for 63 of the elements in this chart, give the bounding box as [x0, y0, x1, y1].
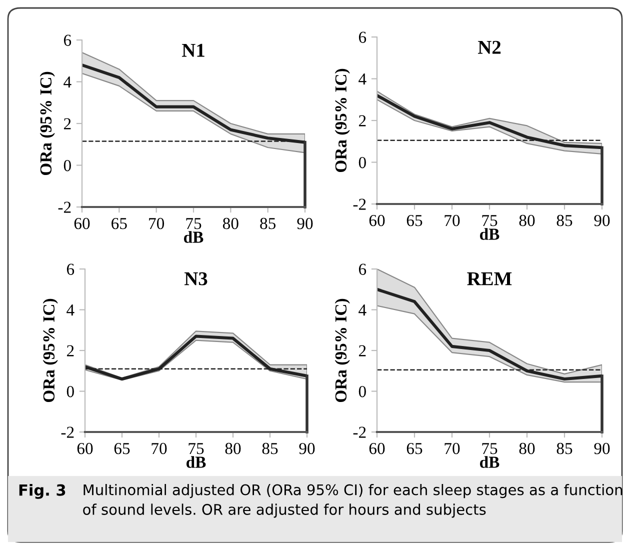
x-tick-label: 60 [74, 218, 90, 230]
y-axis-title: ORa (95% IC) [42, 298, 58, 402]
x-tick-label: 60 [369, 214, 385, 226]
x-tick-label: 75 [188, 443, 204, 454]
caption: Fig. 3 [19, 484, 66, 499]
y-tick-label: 6 [66, 264, 74, 275]
x-tick-label: 80 [519, 442, 535, 454]
y-axis-title: ORa (95% IC) [334, 68, 350, 172]
y-tick-label: 0 [66, 386, 74, 398]
x-tick-label: 80 [222, 218, 238, 230]
x-tick-label: 65 [406, 214, 422, 226]
x-tick-label: 75 [186, 218, 202, 230]
x-tick-label: 85 [262, 442, 278, 454]
x-tick-label: 80 [519, 214, 535, 226]
x-tick-label: 70 [149, 218, 164, 230]
y-tick-label: 6 [64, 34, 72, 46]
x-tick-label: 80 [225, 442, 241, 454]
x-tick-label: 90 [594, 442, 610, 454]
y-tick-label: 2 [358, 345, 366, 356]
text: Multinomial adjusted OR (ORa 95% CI) for each sleep stages as a function of sound levels. OR are adjusted for hours and subjects [83, 484, 622, 518]
y-axis-title: ORa (95% IC) [40, 72, 55, 175]
y-tick-label: 4 [64, 76, 72, 88]
x-axis-title: dB [480, 228, 500, 240]
y-tick-label: -2 [61, 426, 74, 438]
y-tick-label: -2 [58, 202, 71, 213]
y-tick-label: 2 [66, 345, 74, 356]
x-tick-label: 65 [112, 218, 127, 230]
chart-title: REM [467, 272, 512, 286]
x-tick-label: 65 [406, 442, 422, 454]
x-tick-label: 90 [299, 442, 315, 454]
x-tick-label: 90 [297, 218, 313, 230]
x-tick-label: 85 [556, 214, 572, 226]
chart-title: N2 [478, 40, 501, 54]
y-axis-title: ORa (95% IC) [334, 298, 350, 402]
x-tick-label: 70 [444, 442, 460, 454]
chart-title: N3 [184, 272, 208, 286]
y-tick-label: 6 [358, 32, 366, 43]
y-tick-label: 0 [358, 386, 366, 398]
chart-title: N1 [182, 44, 204, 57]
x-tick-label: 70 [152, 442, 167, 454]
y-tick-label: 6 [358, 264, 366, 275]
x-tick-label: 75 [482, 443, 498, 454]
y-tick-label: 2 [358, 115, 366, 126]
y-tick-label: 2 [64, 118, 71, 130]
y-tick-label: -2 [353, 426, 366, 438]
x-tick-label: 85 [556, 442, 572, 454]
x-tick-label: 75 [482, 215, 498, 226]
y-tick-label: 4 [358, 74, 366, 85]
x-tick-label: 60 [77, 442, 93, 454]
x-axis-title: dB [184, 231, 204, 243]
x-axis-title: dB [480, 456, 500, 468]
y-tick-label: 0 [358, 156, 366, 168]
y-tick-label: -2 [353, 198, 366, 210]
x-tick-label: 65 [114, 442, 130, 454]
x-tick-label: 90 [594, 214, 610, 226]
y-tick-label: 4 [66, 304, 74, 316]
x-tick-label: 70 [444, 214, 460, 226]
x-axis-title: dB [186, 456, 206, 468]
line-series [377, 288, 602, 381]
x-tick-label: 85 [260, 218, 276, 230]
y-tick-label: 0 [64, 160, 71, 172]
y-tick-label: 4 [358, 304, 366, 316]
x-tick-label: 60 [369, 442, 385, 454]
